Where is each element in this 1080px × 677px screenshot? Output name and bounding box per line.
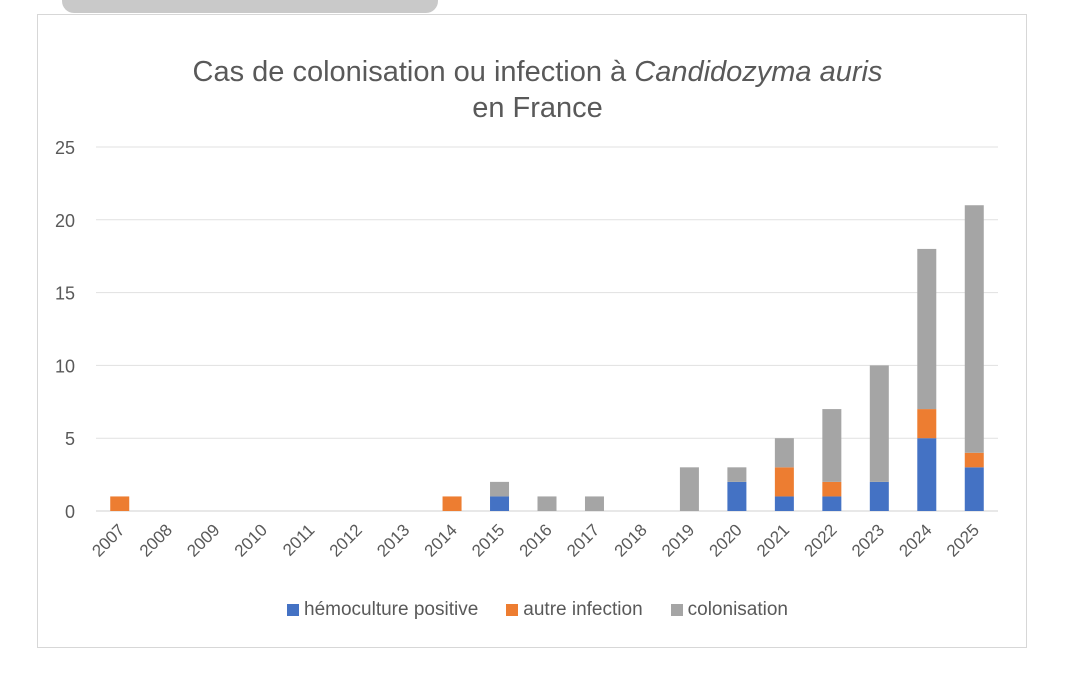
x-tick-label: 2018 [611, 520, 651, 560]
bar-segment-colonisation [537, 496, 557, 511]
bar-segment-hemoculture [774, 496, 794, 511]
x-tick-label: 2022 [800, 520, 840, 560]
bar-segment-autre-infection [110, 496, 130, 511]
bar-segment-autre-infection [822, 481, 842, 497]
y-tick-label: 15 [55, 284, 75, 304]
y-tick-label: 25 [55, 138, 75, 158]
x-tick-label: 2010 [231, 520, 271, 560]
bar-segment-autre-infection [774, 467, 794, 497]
legend-label-colonisation: colonisation [687, 599, 788, 620]
bar-segment-colonisation [679, 467, 699, 511]
chart-frame [37, 14, 1027, 648]
y-tick-label: 10 [55, 356, 75, 376]
x-tick-label: 2025 [943, 520, 983, 560]
legend-item-hemoculture: hémoculture positive [287, 599, 478, 621]
x-tick-label: 2009 [183, 520, 223, 560]
bar-segment-autre-infection [442, 496, 462, 511]
x-tick-label: 2024 [895, 520, 935, 560]
legend-label-hemoculture: hémoculture positive [304, 599, 479, 620]
bar-segment-hemoculture [490, 496, 510, 511]
bar-segment-hemoculture [964, 467, 984, 511]
x-tick-label: 2015 [468, 520, 508, 560]
x-tick-label: 2008 [136, 520, 176, 560]
x-tick-label: 2021 [753, 520, 793, 560]
legend-label-autre-infection: autre infection [523, 599, 643, 620]
bar-segment-colonisation [584, 496, 604, 511]
bar-segment-colonisation [822, 409, 842, 482]
bar-segment-autre-infection [917, 409, 937, 439]
x-tick-label: 2012 [326, 520, 366, 560]
chart-title-line2: en France [472, 92, 603, 124]
x-tick-label: 2019 [658, 520, 698, 560]
chart-title-line1-prefix: Cas de colonisation ou infection à [192, 56, 635, 88]
bar-segment-hemoculture [917, 438, 937, 511]
bar-segment-colonisation [727, 467, 747, 482]
bar-segment-colonisation [490, 481, 510, 497]
bar-segment-colonisation [964, 205, 984, 453]
legend-swatch-hemoculture [287, 604, 300, 616]
bar-segment-autre-infection [964, 452, 984, 468]
chart-legend: hémoculture positive autre infection col… [0, 599, 1075, 621]
x-tick-label: 2011 [279, 520, 318, 559]
x-tick-label: 2017 [563, 520, 603, 560]
legend-swatch-autre-infection [506, 604, 519, 616]
chart-title-species: Candidozyma auris [634, 56, 883, 88]
bar-segment-colonisation [869, 365, 889, 482]
bar-segment-colonisation [774, 438, 794, 468]
bar-segment-hemoculture [727, 481, 747, 511]
bar-segment-hemoculture [869, 481, 889, 511]
y-tick-label: 5 [65, 429, 75, 449]
legend-swatch-colonisation [670, 604, 683, 616]
x-tick-label: 2007 [88, 520, 128, 560]
y-tick-label: 0 [65, 502, 75, 522]
x-tick-label: 2014 [421, 520, 461, 560]
legend-item-autre-infection: autre infection [506, 599, 643, 621]
bar-segment-hemoculture [822, 496, 842, 511]
bar-segment-colonisation [917, 248, 937, 410]
x-tick-label: 2016 [516, 520, 556, 560]
legend-item-colonisation: colonisation [670, 599, 788, 621]
x-tick-label: 2020 [706, 520, 746, 560]
y-tick-label: 20 [55, 211, 75, 231]
x-tick-label: 2013 [373, 520, 413, 560]
top-tab-bar [62, 0, 438, 13]
x-tick-label: 2023 [848, 520, 888, 560]
chart-title: Cas de colonisation ou infection à Candi… [0, 54, 1075, 126]
